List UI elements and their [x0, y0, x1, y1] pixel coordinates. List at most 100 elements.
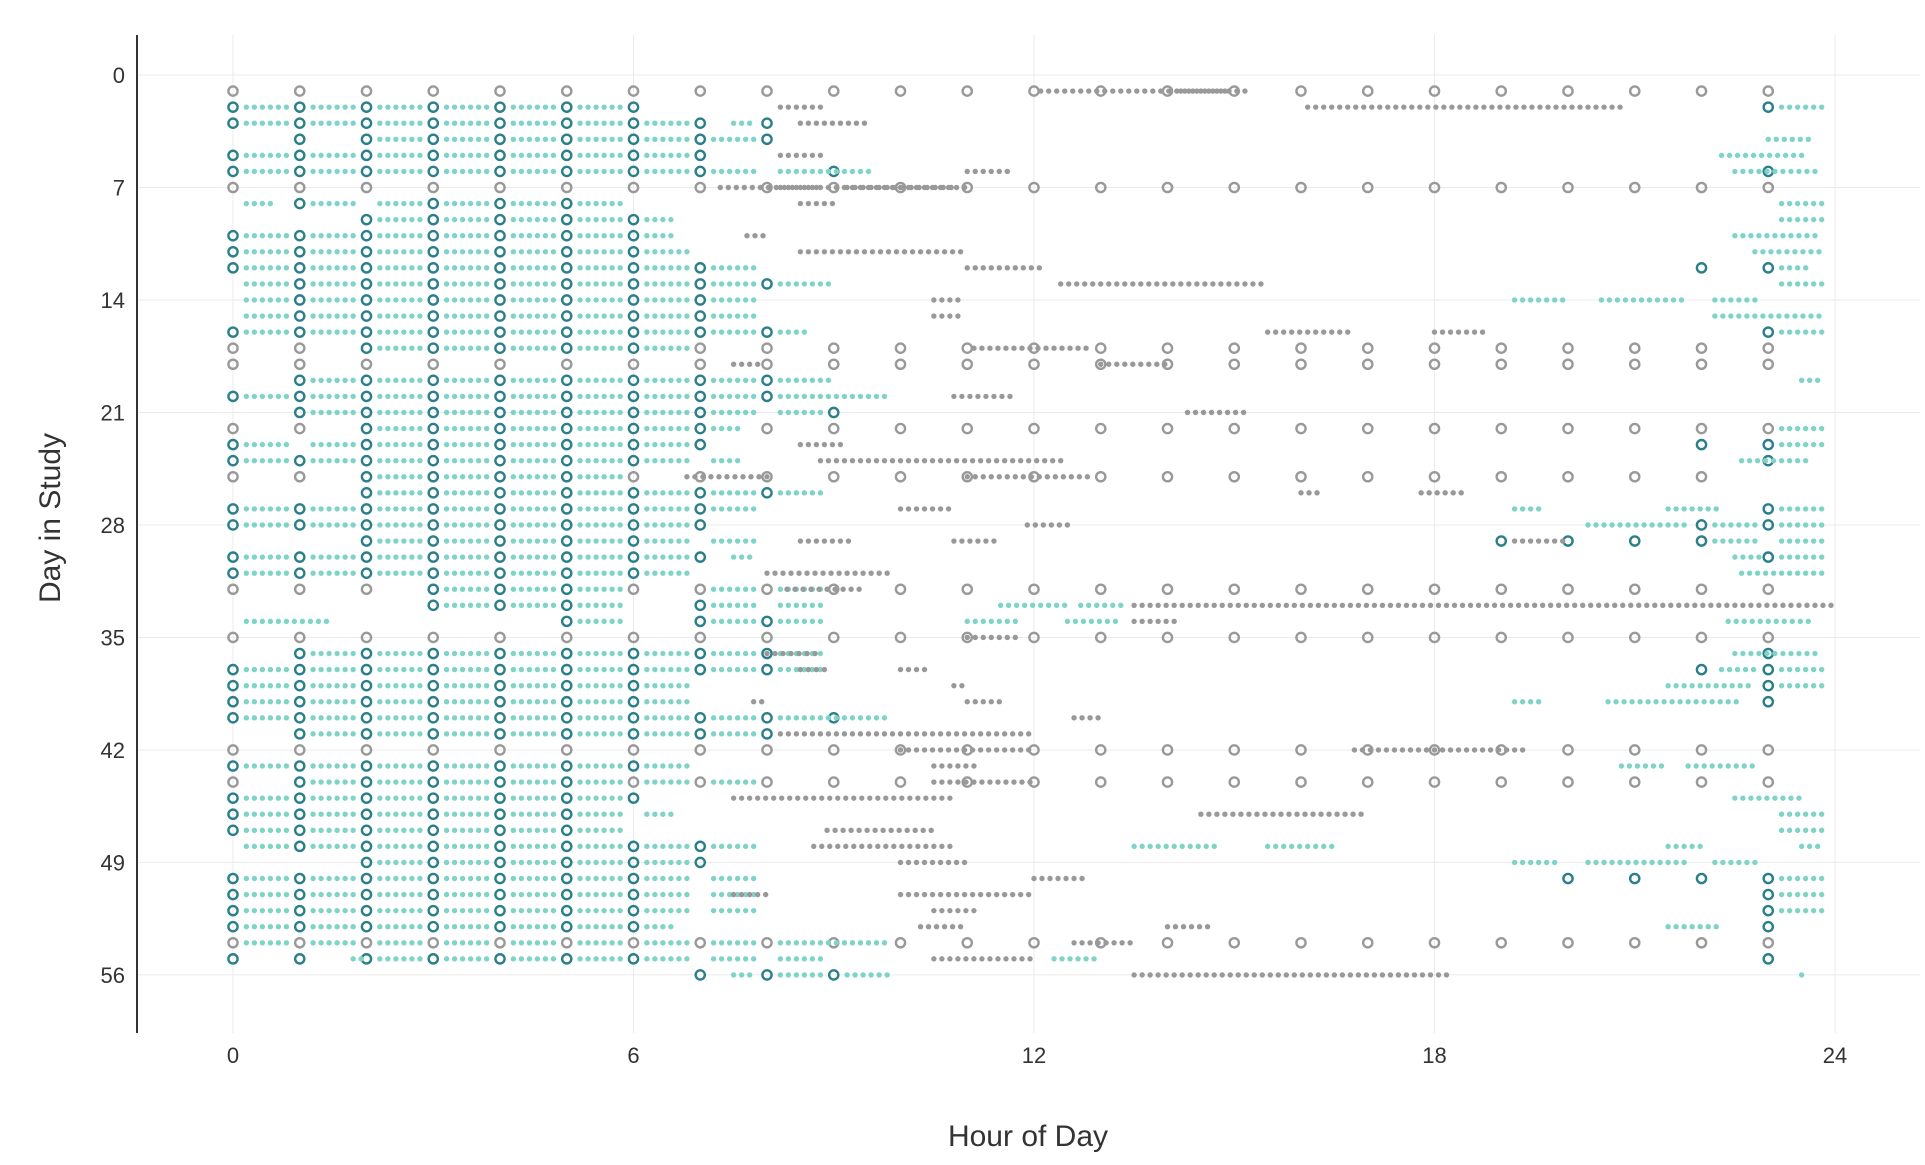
data-point: [734, 377, 741, 384]
data-point: [750, 297, 757, 303]
data-point: [310, 249, 316, 255]
data-point: [718, 457, 725, 464]
data-point: [660, 570, 666, 576]
data-point: [793, 329, 800, 335]
data-point: [283, 907, 290, 914]
data-point: [510, 216, 517, 223]
data-point: [1551, 859, 1558, 866]
data-point: [617, 168, 623, 175]
data-point: [1762, 438, 1775, 451]
data-point: [1776, 249, 1782, 255]
data-point: [1187, 972, 1193, 978]
data-point: [1718, 666, 1725, 673]
data-point: [617, 425, 623, 432]
data-point: [676, 490, 682, 496]
data-point: [1701, 763, 1707, 769]
data-point: [427, 406, 440, 419]
data-point: [827, 406, 840, 419]
data-point: [1419, 602, 1426, 609]
data-point: [385, 329, 391, 335]
data-point: [427, 840, 440, 853]
data-point: [1110, 602, 1116, 609]
data-point: [1187, 602, 1193, 609]
data-point: [1270, 811, 1276, 817]
data-point: [275, 233, 282, 239]
data-point: [560, 310, 573, 322]
data-point: [1802, 554, 1809, 560]
data-point: [899, 795, 905, 801]
data-point: [817, 731, 824, 737]
data-point: [777, 393, 784, 400]
data-point: [1001, 731, 1008, 737]
data-point: [1665, 859, 1671, 866]
data-point: [777, 715, 784, 721]
data-point: [660, 233, 666, 239]
data-point: [1161, 776, 1174, 788]
data-point: [494, 953, 506, 965]
data-point: [577, 152, 583, 159]
data-point: [1734, 152, 1741, 159]
data-point: [1705, 924, 1711, 930]
data-point: [939, 763, 945, 769]
data-point: [793, 490, 800, 496]
data-point: [1628, 744, 1641, 756]
data-point: [243, 329, 250, 335]
data-point: [1622, 297, 1629, 303]
data-point: [534, 891, 541, 898]
data-point: [785, 940, 792, 946]
data-point: [726, 602, 733, 609]
data-point: [609, 249, 615, 255]
data-point: [451, 425, 458, 432]
data-point: [467, 795, 474, 801]
data-point: [1184, 409, 1191, 416]
data-points: [227, 85, 1834, 981]
data-point: [1345, 329, 1351, 335]
data-point: [644, 538, 650, 544]
data-point: [577, 168, 583, 175]
data-point: [726, 329, 733, 335]
data-point: [293, 101, 306, 113]
data-point: [856, 586, 862, 592]
data-point: [617, 940, 623, 946]
data-point: [1062, 88, 1068, 94]
data-point: [334, 313, 340, 319]
data-point: [293, 776, 306, 788]
data-point: [560, 936, 573, 949]
data-point: [560, 487, 573, 499]
data-point: [550, 506, 557, 512]
data-point: [726, 779, 733, 785]
data-point: [534, 666, 541, 673]
data-point: [1094, 631, 1107, 644]
data-point: [342, 699, 348, 705]
data-point: [734, 940, 741, 946]
data-point: [243, 168, 250, 175]
data-point: [1725, 699, 1731, 705]
data-point: [283, 506, 290, 512]
data-point: [734, 779, 741, 785]
data-point: [785, 956, 792, 962]
data-point: [980, 168, 986, 175]
data-point: [293, 519, 306, 531]
data-point: [894, 776, 907, 788]
data-point: [577, 618, 583, 625]
data-point: [684, 377, 690, 384]
data-point: [801, 184, 808, 191]
data-point: [627, 229, 640, 242]
data-point: [334, 329, 340, 335]
data-point: [393, 570, 399, 576]
data-point: [1786, 281, 1793, 287]
data-point: [427, 583, 440, 596]
data-point: [734, 409, 741, 416]
data-point: [1004, 265, 1010, 271]
data-point: [601, 666, 607, 673]
data-point: [1802, 216, 1809, 223]
data-point: [1736, 297, 1742, 303]
data-point: [267, 120, 274, 126]
data-point: [1211, 972, 1217, 978]
data-point: [793, 184, 800, 191]
data-point: [912, 827, 918, 833]
data-point: [342, 441, 348, 448]
data-point: [1481, 104, 1487, 110]
data-point: [827, 776, 840, 788]
data-point: [577, 200, 583, 207]
